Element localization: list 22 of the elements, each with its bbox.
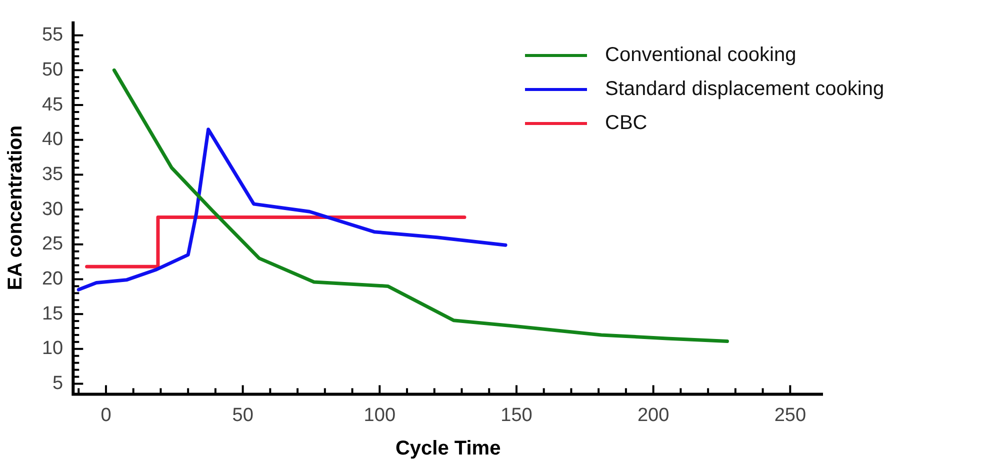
y-tick-label: 25 <box>42 234 64 255</box>
y-tick-label: 40 <box>42 129 64 150</box>
y-tick-label: 45 <box>42 94 64 116</box>
x-tick-label: 200 <box>637 404 670 426</box>
y-tick-label: 50 <box>42 59 64 80</box>
legend-label: Conventional cooking <box>605 44 796 66</box>
x-tick-label: 100 <box>364 404 396 426</box>
legend-label: CBC <box>605 112 648 134</box>
y-tick-label: 35 <box>42 164 64 185</box>
x-tick-label: 150 <box>500 404 532 426</box>
y-tick-label: 5 <box>52 372 64 394</box>
x-tick-label: 0 <box>100 404 112 426</box>
y-tick-label: 30 <box>42 198 64 220</box>
x-axis-title: Cycle Time <box>395 438 501 460</box>
y-axis-title: EA concentration <box>4 125 27 290</box>
y-tick-label: 20 <box>42 268 64 290</box>
y-tick-label: 10 <box>42 338 64 360</box>
x-tick-label: 250 <box>774 404 806 426</box>
y-tick-label: 15 <box>42 303 64 324</box>
y-tick-label: 55 <box>42 24 64 46</box>
x-tick-label: 50 <box>232 404 254 426</box>
legend-label: Standard displacement cooking <box>605 78 884 100</box>
